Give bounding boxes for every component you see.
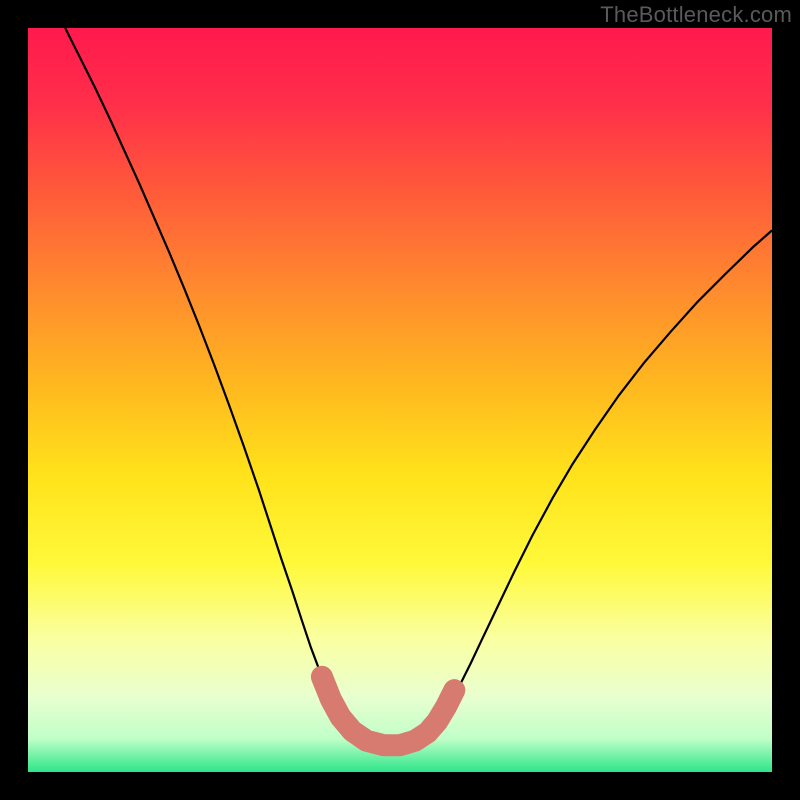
watermark-text: TheBottleneck.com — [600, 2, 792, 28]
bottleneck-plot — [0, 0, 800, 800]
chart-frame: TheBottleneck.com — [0, 0, 800, 800]
plot-background — [28, 28, 772, 772]
